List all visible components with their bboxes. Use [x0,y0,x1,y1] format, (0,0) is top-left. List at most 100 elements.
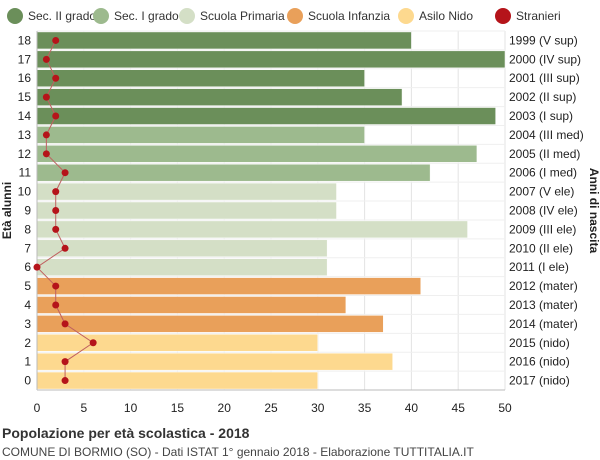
x-tick-label-6: 30 [311,401,325,415]
y-axis-title-left: Età alunni [0,182,14,239]
legend-label-0: Sec. II grado [28,9,96,23]
stranieri-point-age-14 [52,112,60,120]
birth-label-11: 2006 (I med) [509,166,577,180]
age-label-4: 4 [24,298,31,312]
x-tick-label-2: 10 [124,401,138,415]
x-tick-label-5: 25 [264,401,278,415]
population-bar-chart: Sec. II grado Sec. I grado Scuola Primaria… [0,8,600,415]
age-label-11: 11 [19,166,32,180]
birth-label-7: 2010 (II ele) [509,241,573,255]
birth-label-4: 2013 (mater) [509,298,578,312]
age-label-1: 1 [24,355,31,369]
bar-age-9 [36,201,337,220]
bar-age-0 [36,371,319,390]
stranieri-point-age-1 [61,358,69,366]
chart-subtitle: COMUNE DI BORMIO (SO) - Dati ISTAT 1° ge… [2,445,474,459]
birth-label-2: 2015 (nido) [509,336,570,350]
age-label-15: 15 [18,90,32,104]
stranieri-point-age-2 [89,339,97,347]
bar-age-16 [36,69,365,87]
y-axis-title-right: Anni di nascita [587,168,600,254]
legend-swatch-4 [398,8,414,24]
legend-swatch-2 [179,8,195,24]
bar-age-7 [36,239,328,258]
bar-age-5 [36,277,422,295]
age-label-0: 0 [24,374,31,388]
stranieri-point-age-18 [52,36,60,44]
x-tick-label-10: 50 [498,401,512,415]
bar-age-13 [36,126,365,144]
x-tick-label-4: 20 [218,401,232,415]
bar-age-18 [36,31,412,50]
age-label-13: 13 [18,128,32,142]
bar-age-15 [36,88,403,106]
legend-swatch-1 [93,8,109,24]
birth-label-16: 2001 (III sup) [509,71,580,85]
bar-age-8 [36,220,468,239]
legend-label-2: Scuola Primaria [200,9,285,23]
age-label-5: 5 [24,279,31,293]
stranieri-point-age-4 [52,301,60,309]
stranieri-point-age-10 [52,188,60,196]
stranieri-point-age-6 [33,263,41,271]
birth-label-15: 2002 (II sup) [509,90,576,104]
birth-label-1: 2016 (nido) [509,355,570,369]
age-label-7: 7 [24,241,31,255]
age-label-16: 16 [18,71,32,85]
bar-age-10 [36,182,337,201]
stranieri-point-age-12 [42,150,50,158]
age-label-6: 6 [24,260,31,274]
x-tick-label-8: 40 [405,401,419,415]
legend-label-1: Sec. I grado [114,9,179,23]
age-label-12: 12 [18,147,32,161]
birth-label-17: 2000 (IV sup) [509,52,581,66]
birth-label-6: 2011 (I ele) [509,260,569,274]
stranieri-point-age-9 [52,207,60,214]
birth-label-5: 2012 (mater) [509,279,578,293]
x-tick-label-7: 35 [358,401,372,415]
birth-label-14: 2003 (I sup) [509,109,573,123]
legend-label-3: Scuola Infanzia [308,9,390,23]
stranieri-point-age-5 [52,282,60,290]
birth-label-12: 2005 (II med) [509,147,580,161]
age-label-2: 2 [24,336,31,350]
stranieri-point-age-11 [61,169,69,177]
age-label-17: 17 [18,52,32,66]
x-tick-label-1: 5 [80,401,87,415]
x-tick-label-0: 0 [34,401,41,415]
birth-label-9: 2008 (IV ele) [509,204,578,218]
legend-swatch-3 [287,8,303,24]
birth-label-8: 2009 (III ele) [509,222,576,236]
stranieri-point-age-0 [61,377,69,385]
legend-label-4: Asilo Nido [419,9,473,23]
bar-age-17 [36,50,506,69]
stranieri-point-age-8 [52,225,60,233]
bar-age-4 [36,296,347,314]
birth-label-3: 2014 (mater) [509,317,578,331]
stranieri-point-age-17 [42,55,50,63]
age-label-9: 9 [24,204,31,218]
age-label-18: 18 [18,33,32,47]
stranieri-point-age-3 [61,320,69,328]
birth-label-13: 2004 (III med) [509,128,584,142]
birth-label-18: 1999 (V sup) [509,33,578,47]
x-tick-label-3: 15 [171,401,185,415]
legend-label-5: Stranieri [516,9,561,23]
chart-title: Popolazione per età scolastica - 2018 [2,425,250,441]
age-label-14: 14 [18,109,32,123]
legend-swatch-0 [7,8,23,24]
bar-age-14 [36,107,496,125]
stranieri-point-age-15 [42,93,50,101]
birth-label-10: 2007 (V ele) [509,185,574,199]
birth-label-0: 2017 (nido) [509,374,570,388]
bar-age-11 [36,163,431,182]
bar-age-2 [36,334,319,352]
stranieri-point-age-16 [52,74,60,82]
age-label-8: 8 [24,222,31,236]
x-tick-label-9: 45 [452,401,466,415]
stranieri-point-age-13 [42,131,50,139]
age-label-10: 10 [18,185,32,199]
legend-swatch-5 [495,8,511,24]
age-label-3: 3 [24,317,31,331]
